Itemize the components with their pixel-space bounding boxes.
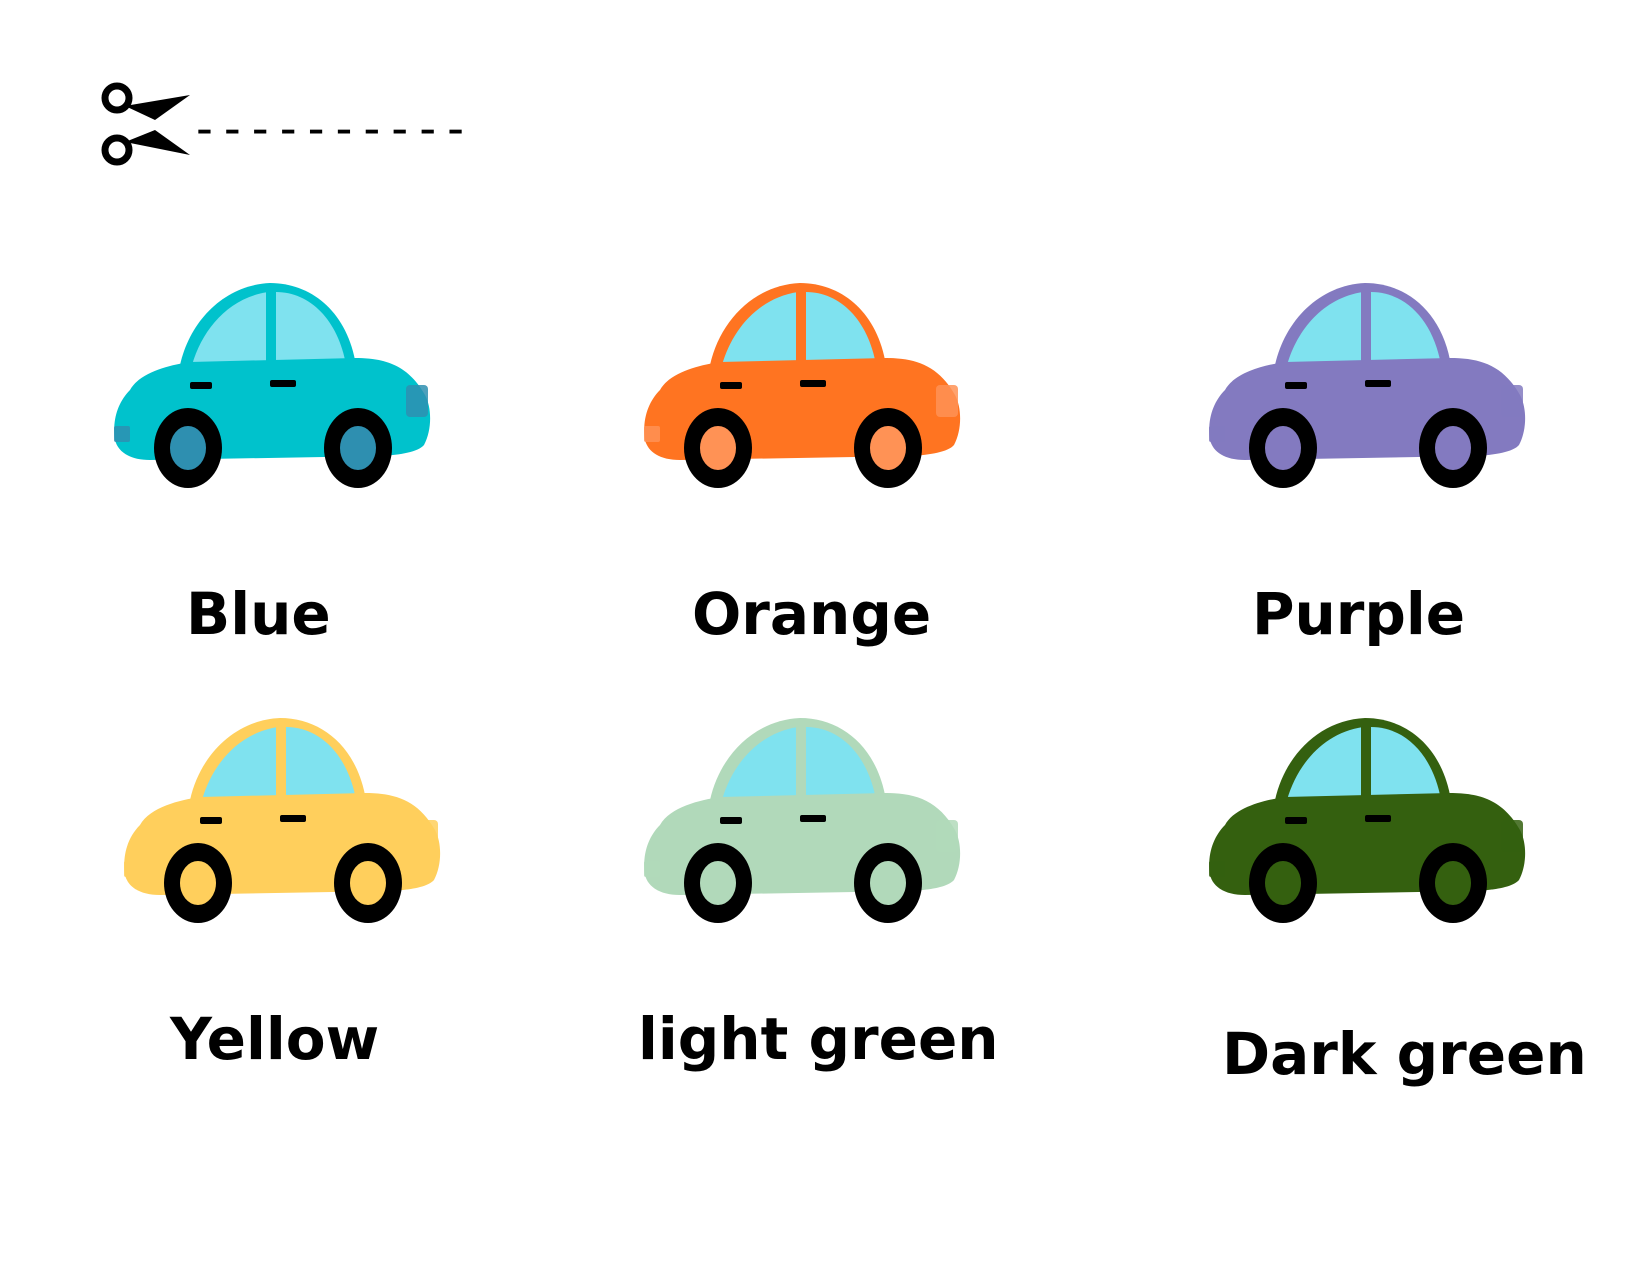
car-label-dark-green: Dark green bbox=[1222, 1020, 1587, 1088]
car-card-light-green bbox=[640, 715, 1060, 975]
car-label-yellow: Yellow bbox=[170, 1005, 380, 1073]
car-icon bbox=[1209, 283, 1526, 488]
cut-guide: ---------- bbox=[95, 80, 470, 170]
scissors-icon bbox=[101, 82, 190, 166]
car-card-blue bbox=[110, 280, 530, 540]
car-icon bbox=[644, 283, 961, 488]
car-icon bbox=[114, 283, 431, 488]
car-label-blue: Blue bbox=[186, 580, 331, 648]
car-card-dark-green bbox=[1205, 715, 1625, 975]
car-label-purple: Purple bbox=[1252, 580, 1466, 648]
car-label-orange: Orange bbox=[692, 580, 932, 648]
car-card-purple bbox=[1205, 280, 1625, 540]
car-icon bbox=[1209, 718, 1526, 923]
car-card-yellow bbox=[120, 715, 540, 975]
cut-line-dashes: ---------- bbox=[190, 101, 470, 157]
car-label-light-green: light green bbox=[638, 1005, 999, 1073]
car-icon bbox=[124, 718, 441, 923]
car-icon bbox=[644, 718, 961, 923]
car-card-orange bbox=[640, 280, 1060, 540]
